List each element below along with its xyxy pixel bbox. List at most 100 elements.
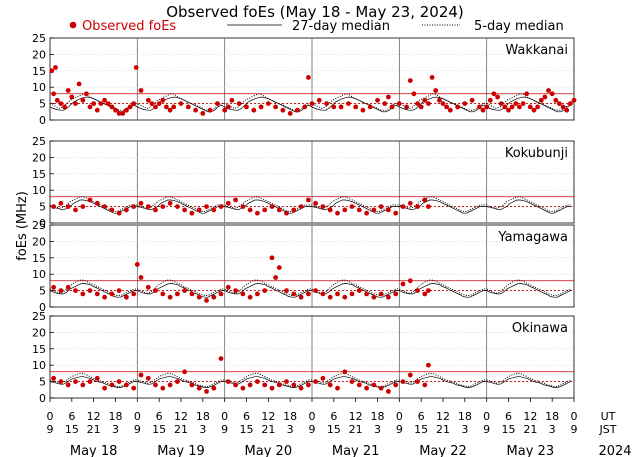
y-tick-label: 0 — [39, 392, 46, 405]
observed-point — [276, 207, 282, 213]
observed-point — [116, 111, 122, 116]
observed-point — [94, 107, 100, 113]
jst-tick-label: 3 — [287, 423, 294, 436]
jst-tick-label: 9 — [134, 423, 141, 436]
ut-tick-label: 0 — [221, 410, 228, 423]
jst-tick-label: 21 — [174, 423, 188, 436]
y-tick-label: 20 — [32, 326, 46, 339]
observed-point — [196, 385, 202, 391]
observed-point — [84, 91, 89, 97]
y-axis-label: foEs (MHz) — [15, 191, 30, 261]
observed-point — [386, 207, 391, 213]
observed-point — [58, 200, 64, 206]
observed-point — [324, 101, 329, 106]
observed-point — [218, 204, 224, 210]
legend-median5-label: 5-day median — [474, 19, 564, 34]
observed-point — [342, 369, 348, 375]
station-name: Wakkanai — [505, 43, 568, 58]
jst-tick-label: 21 — [436, 423, 450, 436]
observed-point — [207, 107, 213, 113]
station-name: Yamagawa — [497, 230, 568, 245]
ut-tick-label: 12 — [261, 410, 275, 423]
jst-tick-label: 9 — [571, 423, 578, 436]
observed-point — [273, 275, 278, 280]
observed-point — [313, 379, 318, 384]
ut-tick-label: 6 — [418, 410, 425, 423]
observed-point — [58, 379, 64, 384]
observed-point — [145, 284, 151, 290]
observed-point — [65, 284, 71, 290]
observed-point — [371, 294, 377, 300]
day-label: May 21 — [332, 444, 380, 457]
observed-point — [320, 291, 326, 297]
observed-point — [153, 104, 158, 110]
observed-point — [560, 104, 566, 110]
observed-point — [407, 278, 413, 284]
observed-point — [407, 78, 413, 83]
observed-point — [200, 111, 206, 116]
observed-point — [415, 288, 420, 293]
observed-point — [167, 200, 173, 206]
observed-point — [422, 382, 428, 388]
observed-point — [164, 104, 169, 110]
ut-tick-label: 12 — [87, 410, 101, 423]
observed-point — [109, 291, 115, 297]
observed-point — [225, 104, 231, 110]
observed-point — [426, 288, 431, 293]
observed-point — [145, 97, 151, 103]
y-tick-label: 25 — [32, 135, 46, 148]
jst-tick-label: 15 — [502, 423, 516, 436]
observed-point — [291, 207, 297, 213]
observed-point — [255, 210, 260, 216]
observed-point — [153, 382, 158, 388]
observed-point — [553, 97, 559, 103]
observed-point — [418, 104, 424, 110]
station-panels: 0 5 10 15 20 25 Wakkanai 0 5 10 15 20 25 Kokubunji 0 5 1… — [32, 32, 577, 405]
observed-point — [506, 107, 511, 113]
observed-point — [175, 291, 180, 297]
observed-point — [276, 382, 282, 388]
observed-point — [371, 207, 377, 213]
observed-point — [429, 75, 435, 80]
jst-tick-label: 3 — [199, 423, 206, 436]
observed-point — [477, 104, 482, 110]
jst-tick-label: 21 — [523, 423, 537, 436]
observed-point — [513, 101, 519, 106]
y-tick-label: 20 — [32, 48, 46, 61]
observed-point — [69, 94, 75, 100]
series-27-day-median — [49, 199, 571, 214]
observed-point — [145, 204, 151, 210]
observed-point — [127, 104, 133, 110]
observed-point — [302, 104, 308, 110]
observed-point — [386, 94, 391, 100]
observed-point — [218, 291, 224, 297]
jst-tick-label: 9 — [396, 423, 403, 436]
observed-point — [182, 288, 188, 293]
observed-point — [258, 104, 264, 110]
observed-point — [73, 288, 78, 293]
observed-point — [178, 101, 184, 106]
ut-label: UT — [601, 410, 616, 423]
legend-observed-label: Observed foEs — [82, 19, 176, 34]
observed-point — [247, 207, 253, 213]
observed-point — [109, 207, 115, 213]
observed-point — [407, 200, 413, 206]
observed-point — [244, 104, 249, 110]
observed-point — [211, 207, 217, 213]
observed-point — [291, 382, 297, 388]
observed-point — [327, 382, 333, 388]
observed-point — [149, 101, 155, 106]
observed-point — [462, 101, 468, 106]
observed-point — [426, 101, 431, 106]
observed-point — [327, 294, 333, 300]
observed-point — [76, 81, 82, 87]
observed-point — [342, 207, 348, 213]
observed-point — [400, 204, 406, 210]
observed-point — [251, 107, 257, 113]
observed-point — [113, 107, 118, 113]
jst-tick-label: 3 — [461, 423, 468, 436]
observed-point — [240, 291, 246, 297]
y-tick-label: 15 — [32, 65, 46, 78]
observed-point — [225, 200, 231, 206]
observed-point — [320, 375, 326, 381]
